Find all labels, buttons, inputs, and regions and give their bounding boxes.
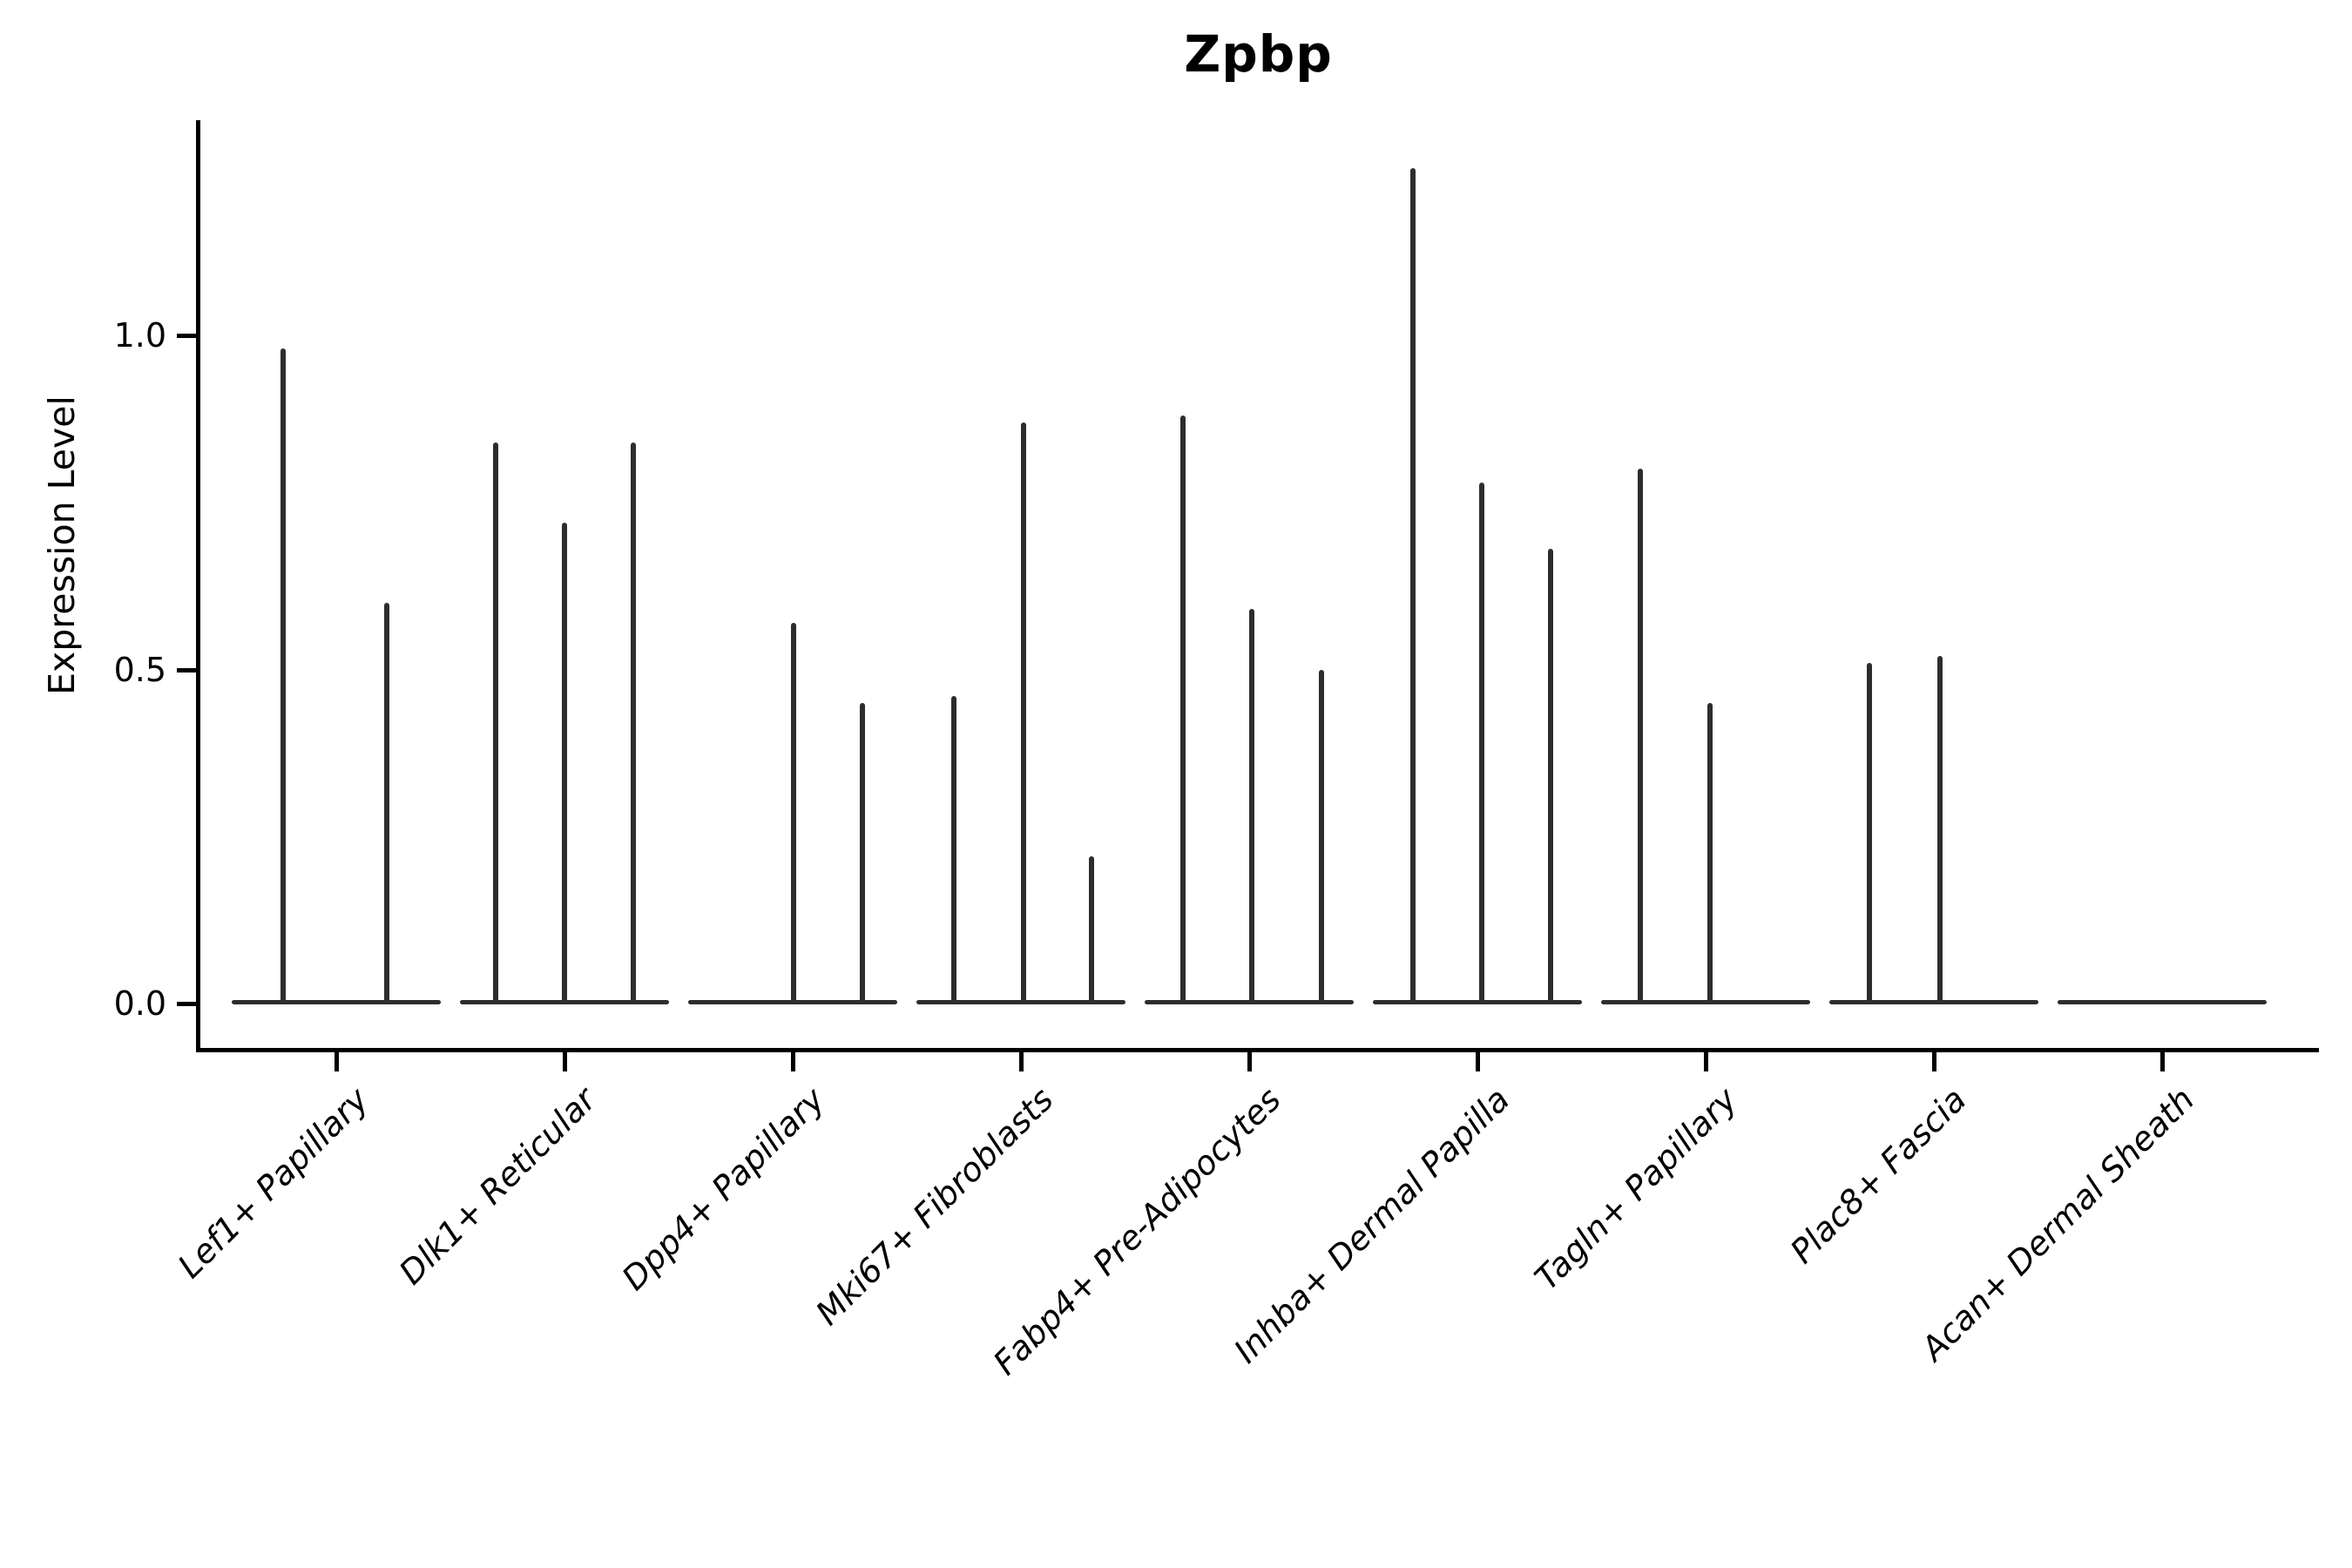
violin-spike [1867, 662, 1872, 1004]
x-tick-mark [335, 1052, 339, 1071]
x-tick-mark [1019, 1052, 1024, 1071]
y-tick-mark [177, 334, 196, 338]
violin-spike [1548, 549, 1553, 1004]
x-tick-mark [1704, 1052, 1708, 1071]
x-axis-spine [196, 1048, 2319, 1052]
violin-spike [1410, 168, 1416, 1004]
violin-spike [280, 348, 286, 1004]
violin-baseline [1601, 1000, 1810, 1004]
violin-spike [1089, 856, 1094, 1004]
violin-spike [562, 522, 567, 1004]
x-tick-mark [1932, 1052, 1936, 1071]
chart-title: Zpbp [1184, 24, 1333, 84]
y-tick-label: 1.0 [113, 316, 166, 355]
violin-spike [951, 696, 956, 1004]
violin-spike [384, 602, 389, 1004]
violin-spike [1319, 669, 1324, 1004]
violin-spike [860, 702, 865, 1004]
violin-spike [791, 622, 796, 1004]
violin-spike [1638, 469, 1643, 1004]
y-axis-spine [196, 120, 200, 1052]
violin-spike [631, 442, 636, 1004]
x-tick-label: Lef1+ Papillary [170, 1080, 376, 1286]
violin-spike [1479, 482, 1484, 1004]
y-tick-mark [177, 1002, 196, 1006]
y-tick-label: 0.0 [113, 984, 166, 1023]
x-tick-label: Tagln+ Papillary [1527, 1080, 1746, 1298]
violin-baseline [2058, 1000, 2267, 1004]
x-tick-mark [791, 1052, 795, 1071]
x-tick-mark [2160, 1052, 2165, 1071]
violin-spike [1707, 702, 1713, 1004]
violin-spike [1249, 609, 1254, 1004]
violin-spike [1021, 422, 1026, 1004]
x-tick-mark [563, 1052, 567, 1071]
x-tick-mark [1247, 1052, 1252, 1071]
violin-spike [1180, 416, 1186, 1004]
violin-baseline [232, 1000, 441, 1004]
x-tick-label: Dlk1+ Reticular [392, 1080, 605, 1292]
x-tick-label: Dpp4+ Papillary [614, 1080, 833, 1298]
violin-baseline [1829, 1000, 2038, 1004]
y-tick-label: 0.5 [113, 650, 166, 689]
y-tick-mark [177, 667, 196, 672]
violin-spike [493, 442, 498, 1004]
violin-spike [1937, 656, 1943, 1004]
x-tick-label: Mki67+ Fibroblasts [808, 1080, 1061, 1333]
violin-baseline [1373, 1000, 1582, 1004]
x-tick-label: Plac8+ Fascia [1782, 1080, 1974, 1271]
x-tick-mark [1476, 1052, 1480, 1071]
